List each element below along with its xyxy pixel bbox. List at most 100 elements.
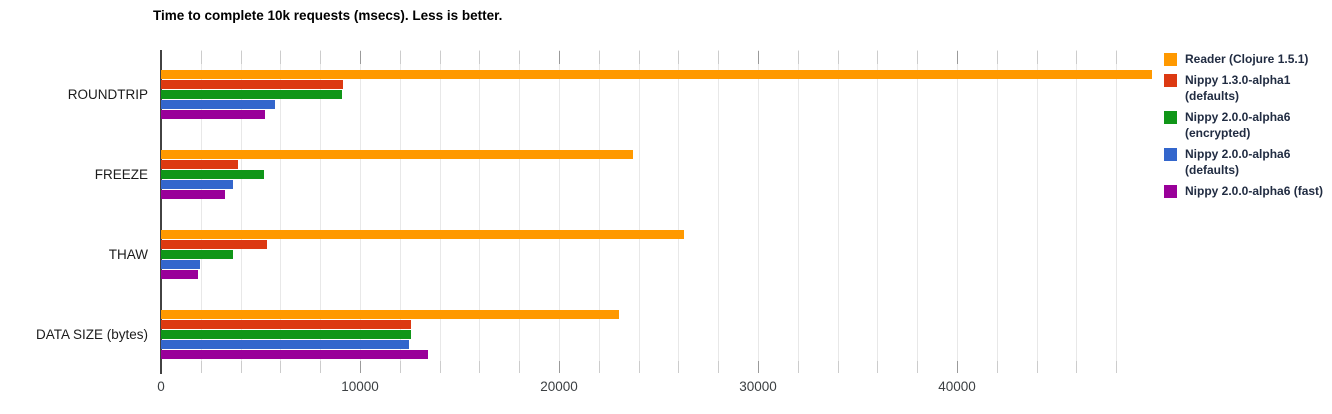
x-axis-tick	[479, 51, 481, 64]
x-gridline	[957, 50, 958, 373]
x-gridline	[837, 50, 839, 373]
x-gridline	[479, 50, 481, 373]
legend-label: Nippy 2.0.0-alpha6 (fast)	[1185, 184, 1324, 198]
x-axis-tick	[678, 51, 680, 64]
x-axis-tick	[240, 361, 242, 373]
x-axis-tick	[1116, 361, 1118, 373]
category-label: FREEZE	[94, 167, 148, 182]
x-axis-tick	[519, 361, 521, 373]
legend-item: Nippy 1.3.0-alpha1 (defaults)	[1164, 72, 1328, 104]
x-axis-tick	[797, 51, 799, 64]
x-gridline	[877, 50, 879, 373]
x-axis-tick	[678, 361, 680, 373]
x-axis-tick	[399, 51, 401, 64]
bar-freeze-series-3	[161, 180, 233, 189]
bar-roundtrip-series-4	[161, 110, 266, 119]
x-axis-tick	[200, 51, 202, 64]
x-axis-label: 20000	[540, 379, 578, 394]
bar-thaw-series-0	[161, 230, 685, 239]
y-axis-line	[160, 50, 162, 374]
x-gridline	[200, 50, 202, 373]
x-axis-tick	[399, 361, 401, 373]
legend: Reader (Clojure 1.5.1) Nippy 1.3.0-alpha1…	[1164, 51, 1328, 199]
legend-label: Reader (Clojure 1.5.1)	[1185, 52, 1309, 66]
legend-swatch	[1164, 53, 1177, 66]
x-gridline	[280, 50, 282, 373]
legend-swatch	[1164, 74, 1177, 87]
x-axis-tick	[638, 51, 640, 64]
x-axis-tick	[559, 361, 560, 373]
x-gridline	[598, 50, 600, 373]
x-axis-label: 30000	[739, 379, 777, 394]
bar-data-size-bytes-series-4	[161, 350, 429, 359]
x-axis-label: 10000	[341, 379, 379, 394]
category-label: DATA SIZE (bytes)	[35, 327, 148, 342]
legend-swatch	[1164, 185, 1177, 198]
x-axis-tick	[837, 51, 839, 64]
x-gridline	[758, 50, 759, 373]
legend-label: Nippy 1.3.0-alpha1 (defaults)	[1185, 73, 1291, 103]
legend-item: Nippy 2.0.0-alpha6 (fast)	[1164, 183, 1328, 199]
legend-swatch	[1164, 148, 1177, 161]
bar-roundtrip-series-3	[161, 100, 276, 109]
x-axis-tick	[917, 361, 919, 373]
legend-item: Nippy 2.0.0-alpha6 (defaults)	[1164, 146, 1328, 178]
bar-freeze-series-0	[161, 150, 633, 159]
bar-thaw-series-1	[161, 240, 268, 249]
x-axis-tick	[1036, 361, 1038, 373]
x-axis-tick	[917, 51, 919, 64]
x-axis-tick	[280, 51, 282, 64]
x-gridline	[678, 50, 680, 373]
x-axis-tick	[598, 51, 600, 64]
x-axis-tick	[638, 361, 640, 373]
bar-roundtrip-series-0	[161, 70, 1153, 79]
bar-thaw-series-3	[161, 260, 200, 269]
x-gridline	[638, 50, 640, 373]
x-axis-tick	[1076, 51, 1078, 64]
x-axis-tick	[1036, 51, 1038, 64]
x-axis-tick	[1076, 361, 1078, 373]
chart-title: Time to complete 10k requests (msecs). L…	[153, 8, 503, 23]
legend-item: Nippy 2.0.0-alpha6 (encrypted)	[1164, 109, 1328, 141]
bar-data-size-bytes-series-3	[161, 340, 409, 349]
x-axis-tick	[479, 361, 481, 373]
bar-thaw-series-2	[161, 250, 234, 259]
x-gridline	[320, 50, 322, 373]
x-axis-tick	[439, 361, 441, 373]
x-axis-tick	[320, 361, 322, 373]
bar-freeze-series-4	[161, 190, 226, 199]
x-axis-tick	[320, 51, 322, 64]
bar-data-size-bytes-series-0	[161, 310, 619, 319]
x-axis-tick	[877, 51, 879, 64]
x-axis-label: 40000	[938, 379, 976, 394]
x-axis-tick	[758, 361, 759, 373]
x-axis-label: 0	[157, 379, 165, 394]
x-gridline	[1076, 50, 1078, 373]
x-gridline	[718, 50, 720, 373]
x-axis-tick	[996, 51, 998, 64]
category-label: THAW	[108, 247, 148, 262]
x-axis-tick	[797, 361, 799, 373]
x-axis-tick	[519, 51, 521, 64]
x-gridline	[797, 50, 799, 373]
x-gridline	[399, 50, 401, 373]
legend-label: Nippy 2.0.0-alpha6 (encrypted)	[1185, 110, 1291, 140]
bar-data-size-bytes-series-1	[161, 320, 411, 329]
x-axis-tick	[957, 361, 958, 373]
x-axis-tick	[598, 361, 600, 373]
x-axis-tick	[1116, 51, 1118, 64]
x-axis-tick	[280, 361, 282, 373]
x-axis-tick	[996, 361, 998, 373]
bar-roundtrip-series-2	[161, 90, 343, 99]
legend-swatch	[1164, 111, 1177, 124]
x-axis-tick	[360, 361, 361, 373]
x-axis-tick	[718, 51, 720, 64]
x-gridline	[519, 50, 521, 373]
legend-label: Nippy 2.0.0-alpha6 (defaults)	[1185, 147, 1291, 177]
x-gridline	[1036, 50, 1038, 373]
x-gridline	[917, 50, 919, 373]
x-axis-tick	[240, 51, 242, 64]
x-gridline	[240, 50, 242, 373]
bar-freeze-series-1	[161, 160, 238, 169]
